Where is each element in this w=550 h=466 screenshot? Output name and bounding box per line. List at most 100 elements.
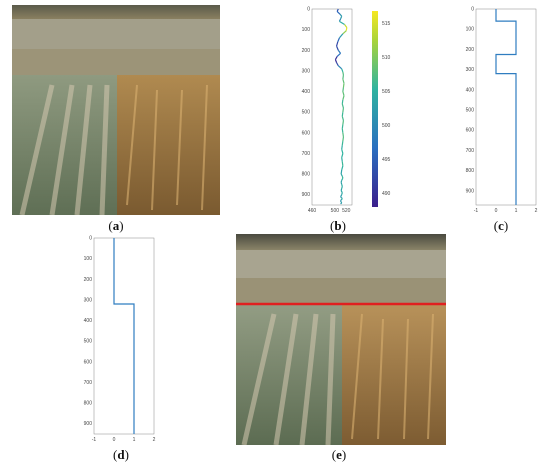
d-y-tick-label: 600	[84, 359, 93, 365]
chart-d: 0 100 200 300 400 500 600 700 800 900 -1 0 1 2	[84, 236, 156, 444]
chart-b-series	[334, 8, 348, 205]
c-x-tick-label: -1	[474, 208, 479, 214]
b-series-segment	[341, 184, 343, 187]
b-series-segment	[341, 149, 344, 154]
b-colorbar-tick-label: 495	[382, 157, 391, 163]
b-series-segment	[340, 190, 343, 193]
b-series-segment	[340, 196, 343, 199]
b-colorbar-tick-label: 505	[382, 89, 391, 95]
chart-c-y-ticks: 0 100 200 300 400 500 600 700 800 900	[466, 7, 475, 195]
d-x-tick-label: -1	[92, 437, 97, 443]
caption-a: (a)	[108, 218, 124, 233]
b-series-segment	[340, 202, 343, 205]
b-series-segment	[342, 95, 345, 100]
b-series-segment	[341, 157, 343, 162]
c-y-tick-label: 900	[466, 188, 475, 194]
b-series-segment	[341, 153, 344, 158]
b-series-segment	[340, 188, 343, 191]
photo-a	[12, 5, 220, 215]
d-series-line	[113, 238, 135, 434]
chart-b-colorbar	[372, 11, 378, 207]
caption-e: (e)	[331, 447, 347, 462]
photo-a-image	[12, 5, 220, 215]
b-series-segment	[340, 169, 343, 175]
b-y-tick-label: 0	[307, 7, 310, 13]
d-y-tick-label: 900	[84, 421, 93, 427]
c-y-tick-label: 400	[466, 87, 475, 93]
c-y-tick-label: 800	[466, 168, 475, 174]
c-y-tick-label: 200	[466, 47, 475, 53]
b-series-segment	[341, 177, 344, 181]
b-series-segment	[341, 175, 344, 179]
c-y-tick-label: 300	[466, 67, 475, 73]
d-y-tick-label: 100	[84, 256, 93, 262]
b-series-segment	[344, 24, 348, 28]
d-y-tick-label: 700	[84, 380, 93, 386]
b-series-segment	[341, 140, 344, 146]
chart-c-x-ticks: -1 0 1 2	[474, 208, 538, 214]
b-series-segment	[341, 128, 344, 133]
b-series-segment	[334, 59, 338, 63]
b-series-segment	[342, 74, 345, 80]
b-series-segment	[337, 37, 340, 43]
caption-c: (c)	[493, 218, 509, 233]
b-series-segment	[336, 8, 339, 12]
b-colorbar-tick-label: 510	[382, 55, 391, 61]
b-series-segment	[335, 41, 339, 47]
b-series-segment	[340, 182, 343, 185]
c-series-line	[495, 9, 517, 205]
c-y-tick-label: 600	[466, 128, 475, 134]
c-x-tick-label: 1	[515, 208, 518, 214]
b-colorbar-tick-label: 490	[382, 191, 391, 197]
d-y-tick-label: 300	[84, 297, 93, 303]
b-series-segment	[342, 83, 345, 88]
photo-e-image	[236, 234, 446, 445]
photo-e	[236, 234, 446, 445]
b-x-tick-label: 460	[308, 208, 317, 214]
b-series-segment	[339, 20, 345, 25]
d-y-tick-label: 0	[89, 236, 92, 242]
d-x-tick-label: 0	[113, 437, 116, 443]
chart-b-x-ticks: 460 500 520	[308, 208, 351, 214]
b-y-tick-label: 100	[302, 27, 311, 33]
b-series-segment	[339, 13, 343, 17]
b-series-segment	[342, 30, 347, 35]
b-y-tick-label: 600	[302, 130, 311, 136]
b-series-segment	[338, 33, 344, 39]
chart-d-series	[113, 238, 135, 434]
chart-d-y-ticks: 0 100 200 300 400 500 600 700 800 900	[84, 236, 93, 428]
b-series-segment	[336, 45, 339, 51]
b-series-segment	[341, 161, 344, 166]
b-series-segment	[342, 136, 345, 142]
b-series-segment	[341, 145, 343, 150]
c-y-tick-label: 700	[466, 148, 475, 154]
b-colorbar-tick-label: 515	[382, 21, 391, 27]
c-y-tick-label: 500	[466, 108, 475, 114]
b-series-segment	[341, 124, 344, 129]
b-x-tick-label: 520	[342, 208, 351, 214]
b-y-tick-label: 700	[302, 151, 311, 157]
b-series-segment	[341, 99, 344, 104]
b-series-segment	[341, 165, 344, 171]
b-y-tick-label: 300	[302, 68, 311, 74]
chart-b-y-ticks: 0 100 200 300 400 500 600 700 800 900	[302, 7, 311, 199]
b-series-segment	[340, 201, 343, 204]
b-y-tick-label: 500	[302, 110, 311, 116]
b-series-segment	[340, 198, 343, 201]
b-series-segment	[337, 49, 342, 54]
b-series-segment	[340, 15, 343, 20]
d-y-tick-label: 400	[84, 318, 93, 324]
b-series-segment	[334, 56, 338, 60]
c-x-tick-label: 2	[535, 208, 538, 214]
d-x-tick-label: 2	[153, 437, 156, 443]
b-series-segment	[336, 62, 339, 67]
b-series-segment	[340, 180, 343, 183]
c-x-tick-label: 0	[495, 208, 498, 214]
b-y-tick-label: 800	[302, 172, 311, 178]
b-series-segment	[342, 120, 345, 125]
b-series-segment	[342, 91, 345, 96]
b-series-segment	[341, 112, 344, 117]
chart-b-frame	[311, 8, 353, 206]
b-series-segment	[342, 87, 345, 92]
